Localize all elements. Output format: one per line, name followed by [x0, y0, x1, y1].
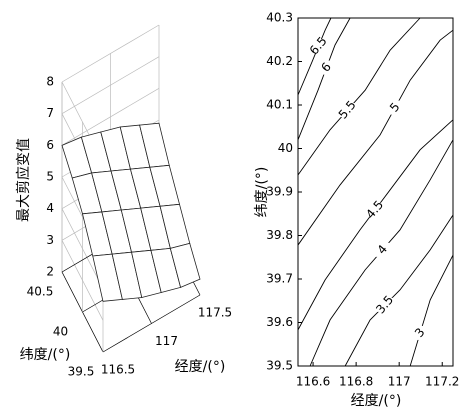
grid-line	[102, 294, 201, 353]
y-tick-label: 39.8	[266, 228, 293, 242]
x-tick-label: 117	[155, 334, 178, 348]
x-tick-label: 117.2	[425, 375, 459, 389]
contour-line	[409, 254, 454, 367]
z-tick-label: 5	[46, 170, 54, 184]
y-tick-label: 40.3	[266, 11, 293, 25]
z-tick-label: 3	[46, 233, 54, 247]
label-background	[385, 100, 406, 115]
contour-line	[297, 17, 351, 140]
y-tick-label: 39.6	[266, 315, 293, 329]
z-tick-label: 8	[46, 75, 54, 89]
contour-line	[344, 214, 454, 367]
x-tick-label: 116.6	[296, 375, 330, 389]
label-background	[308, 39, 329, 54]
label-background	[316, 60, 337, 75]
z-tick-label: 2	[46, 265, 54, 279]
z-tick-label: 6	[46, 138, 54, 152]
y-axis-label: 纬度/(°)	[254, 167, 270, 218]
y-tick-label: 39.7	[266, 272, 293, 286]
surface-cell	[169, 242, 201, 288]
y-tick-label: 40	[278, 141, 293, 155]
label-background	[337, 103, 358, 118]
y-tick-label: 40	[53, 325, 68, 339]
contour-label: 4.5	[363, 198, 386, 222]
label-background	[410, 325, 431, 340]
x-tick-label: 116.5	[101, 363, 135, 377]
x-axis-label: 经度/(°)	[175, 359, 226, 375]
x-axis-label: 经度/(°)	[351, 393, 402, 409]
y-tick-label: 40.5	[27, 285, 54, 299]
x-tick-label: 116.8	[339, 375, 373, 389]
contour-line	[297, 17, 421, 176]
y-tick-label: 39.9	[266, 185, 293, 199]
z-tick-label: 7	[46, 106, 54, 120]
contour-line	[297, 17, 332, 96]
x-tick-label: 117	[388, 375, 411, 389]
label-background	[372, 242, 393, 257]
y-axis-label: 纬度/(°)	[20, 347, 71, 363]
label-background	[365, 202, 386, 217]
y-tick-label: 39.5	[68, 365, 95, 379]
y-tick-label: 39.5	[266, 359, 293, 373]
y-tick-label: 40.1	[266, 98, 293, 112]
label-background	[375, 297, 396, 312]
z-axis-label: 最大剪应变值	[15, 138, 32, 222]
x-tick-label: 117.5	[198, 306, 232, 320]
y-tick-label: 40.2	[266, 54, 293, 68]
contour-label: 6.5	[307, 34, 330, 58]
z-tick-label: 4	[46, 201, 54, 215]
